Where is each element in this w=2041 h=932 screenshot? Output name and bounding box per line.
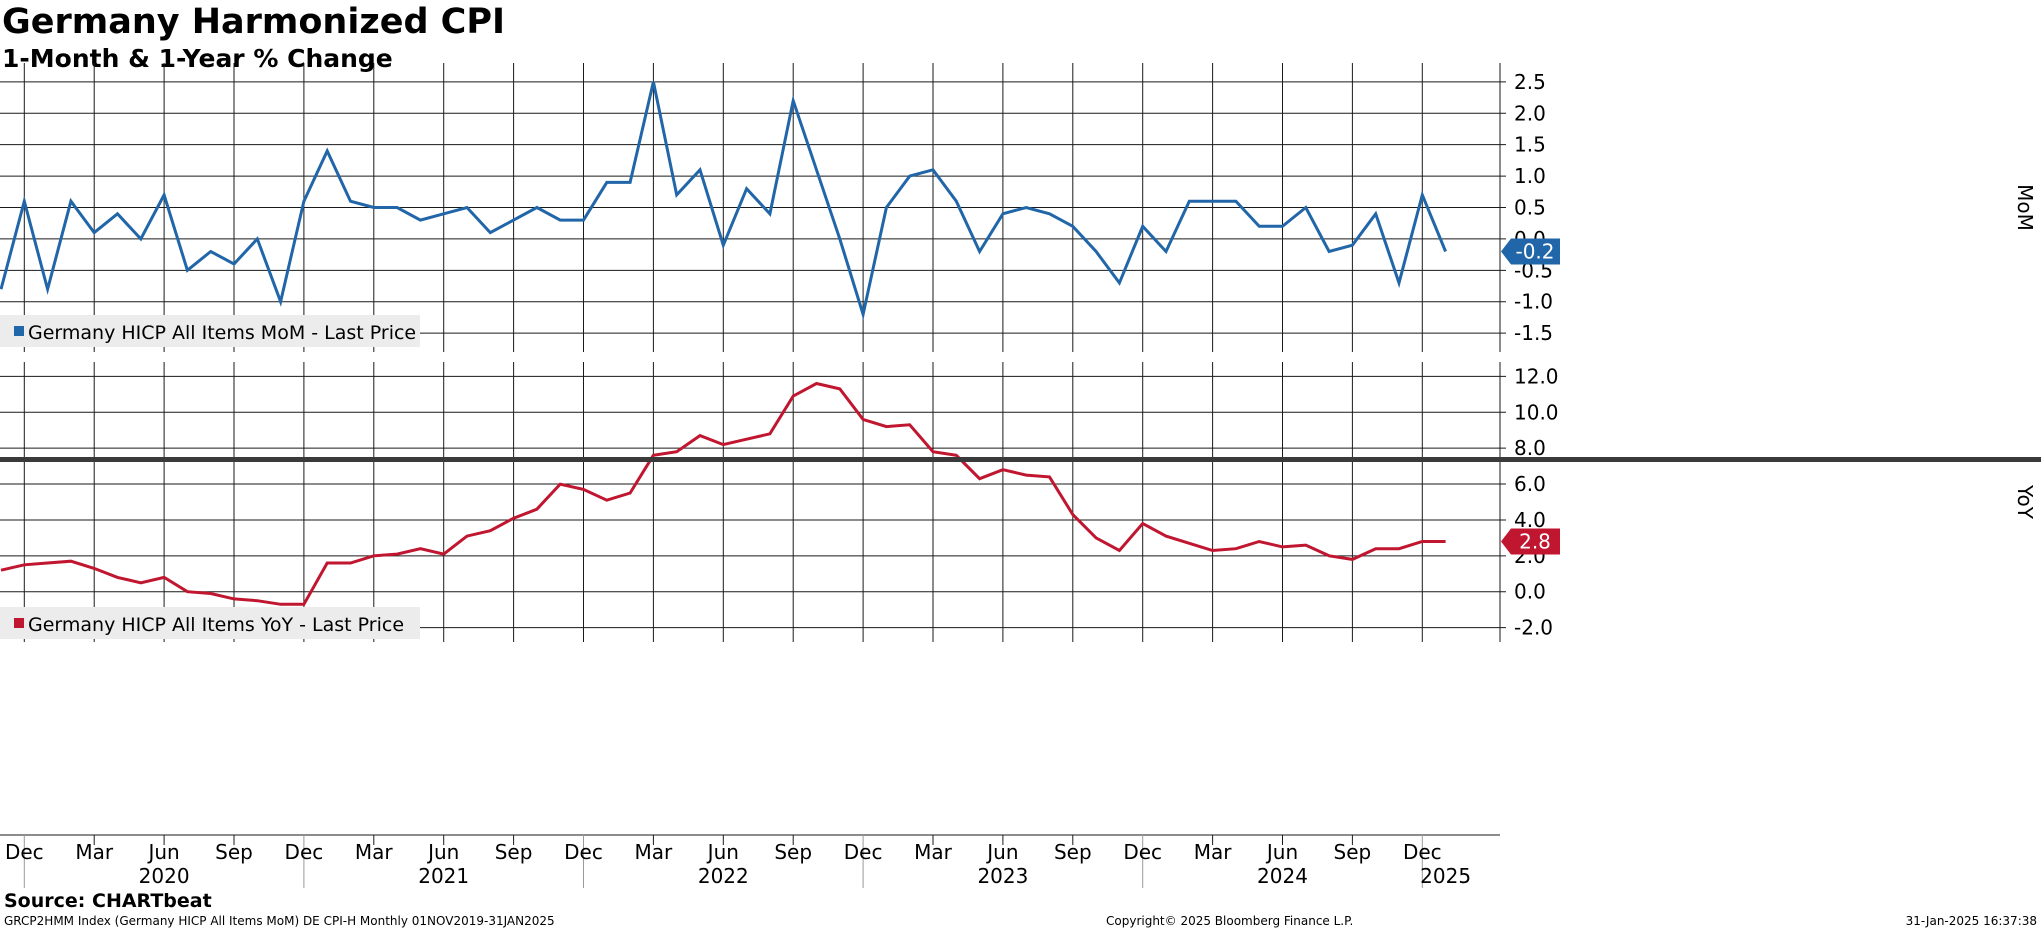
x-tick-label: Dec	[1123, 840, 1162, 864]
x-year-label-2024: 2024	[1257, 864, 1308, 888]
x-tick-label: Jun	[146, 840, 179, 864]
mom-last-value-tag	[1501, 238, 1560, 265]
x-tick-label: Jun	[985, 840, 1018, 864]
x-tick-label: Jun	[426, 840, 459, 864]
yoy-ytick-label: 10.0	[1514, 400, 1559, 424]
mom-ytick-label: -1.0	[1514, 290, 1553, 314]
x-tick-label: Sep	[215, 840, 253, 864]
panel-separator	[0, 457, 2041, 462]
x-tick-label: Dec	[844, 840, 883, 864]
yoy-ylabel: YoY	[2013, 484, 2037, 520]
yoy-ytick-label: 12.0	[1514, 364, 1559, 388]
x-year-label-2025: 2025	[1420, 864, 1471, 888]
x-tick-label: Dec	[285, 840, 324, 864]
x-year-label-2021: 2021	[418, 864, 469, 888]
mom-last-value-label: -0.2	[1515, 239, 1554, 263]
x-tick-label: Sep	[495, 840, 533, 864]
yoy-legend-swatch	[14, 618, 24, 628]
x-year-label-2022: 2022	[698, 864, 749, 888]
yoy-ytick-label: 0.0	[1514, 580, 1546, 604]
mom-ytick-label: 0.5	[1514, 196, 1546, 220]
x-year-label-2020: 2020	[139, 864, 190, 888]
yoy-ytick-label: -2.0	[1514, 616, 1553, 640]
yoy-ytick-label: 4.0	[1514, 508, 1546, 532]
yoy-ytick-label: 8.0	[1514, 436, 1546, 460]
mom-legend-box	[0, 315, 420, 347]
mom-ytick-label: -1.5	[1514, 321, 1553, 345]
yoy-last-value-tag	[1501, 528, 1560, 555]
x-tick-label: Jun	[1265, 840, 1298, 864]
x-tick-label: Mar	[1194, 840, 1233, 864]
mom-legend-label: Germany HICP All Items MoM - Last Price	[28, 322, 416, 344]
mom-series-line	[0, 81, 1447, 321]
footer-timestamp: 31-Jan-2025 16:37:38	[1905, 914, 2037, 928]
footer-source: Source: CHARTbeat	[4, 890, 212, 912]
mom-ytick-label: 2.5	[1514, 70, 1546, 94]
x-tick-label: Mar	[75, 840, 114, 864]
mom-ytick-label: 1.5	[1514, 133, 1546, 157]
x-tick-label: Jun	[706, 840, 739, 864]
mom-ytick-label: 1.0	[1514, 164, 1546, 188]
mom-ytick-label: 2.0	[1514, 101, 1546, 125]
x-tick-label: Dec	[5, 840, 44, 864]
yoy-series-line	[0, 381, 1446, 606]
x-tick-label: Mar	[355, 840, 394, 864]
x-tick-label: Mar	[914, 840, 953, 864]
x-tick-label: Sep	[1054, 840, 1092, 864]
footer-index-info: GRCP2HMM Index (Germany HICP All Items M…	[4, 914, 555, 928]
chart-subtitle: 1-Month & 1-Year % Change	[2, 44, 393, 73]
yoy-legend-box	[0, 607, 420, 639]
footer-copyright: Copyright© 2025 Bloomberg Finance L.P.	[1106, 914, 1354, 928]
x-tick-label: Sep	[774, 840, 812, 864]
mom-legend-swatch	[14, 326, 24, 336]
x-tick-label: Dec	[1403, 840, 1442, 864]
yoy-legend-label: Germany HICP All Items YoY - Last Price	[28, 614, 404, 636]
chart-title: Germany Harmonized CPI	[2, 2, 506, 42]
yoy-last-value-label: 2.8	[1519, 529, 1551, 553]
x-tick-label: Mar	[635, 840, 674, 864]
yoy-ytick-label: 6.0	[1514, 472, 1546, 496]
mom-panel: 2.52.01.51.00.50.0-0.5-1.0-1.5MoMGermany…	[0, 63, 2037, 352]
mom-ylabel: MoM	[2013, 184, 2037, 231]
x-year-label-2023: 2023	[977, 864, 1028, 888]
x-tick-label: Sep	[1334, 840, 1372, 864]
x-tick-label: Dec	[564, 840, 603, 864]
